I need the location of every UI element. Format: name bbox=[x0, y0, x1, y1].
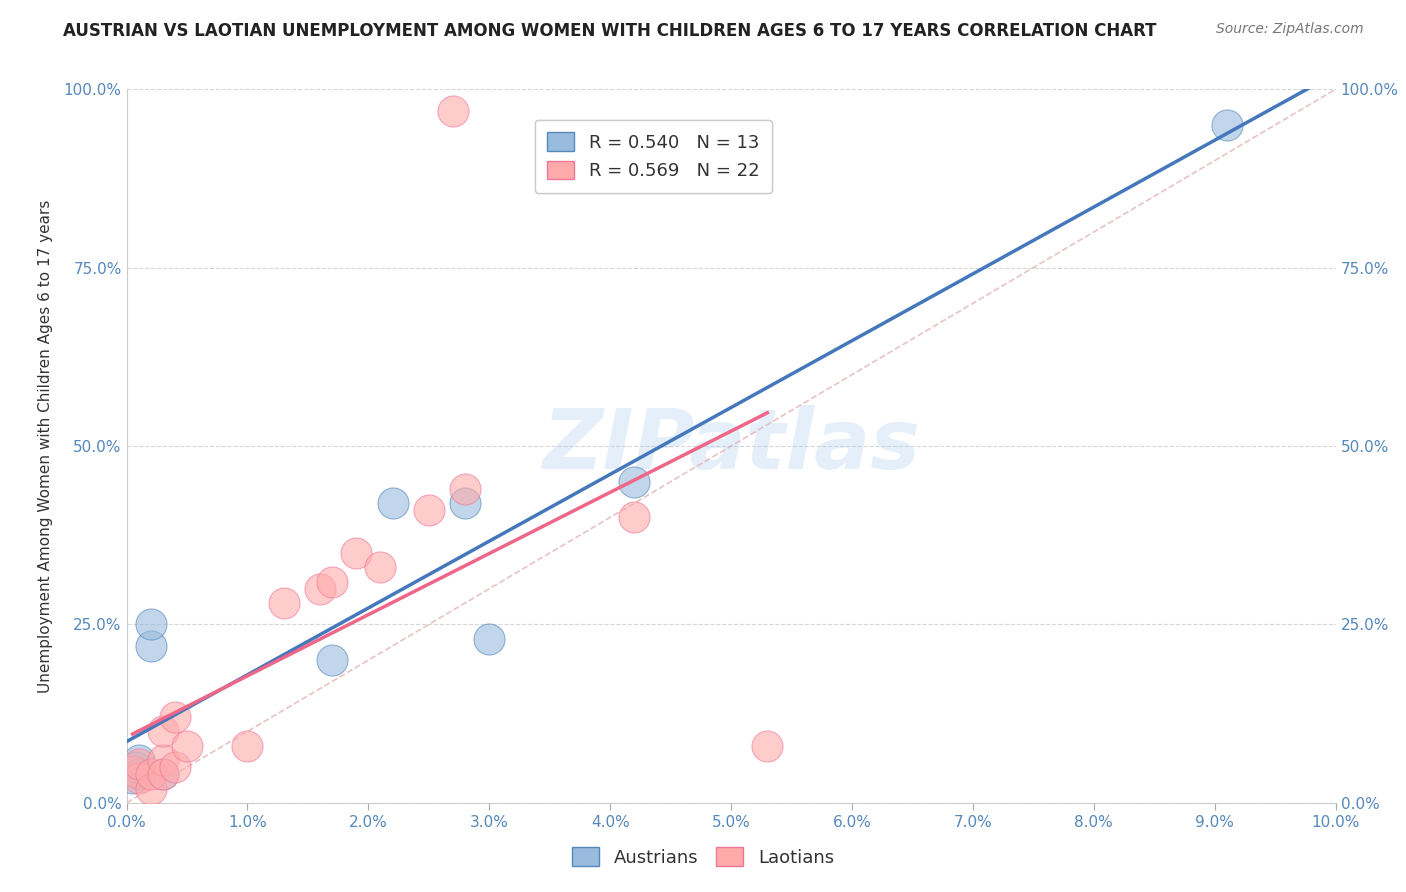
Point bbox=[125, 760, 148, 774]
Point bbox=[370, 560, 392, 574]
Y-axis label: Unemployment Among Women with Children Ages 6 to 17 years: Unemployment Among Women with Children A… bbox=[38, 199, 52, 693]
Point bbox=[139, 767, 162, 781]
Point bbox=[152, 753, 174, 767]
Point bbox=[139, 639, 162, 653]
Point bbox=[478, 632, 501, 646]
Point bbox=[163, 760, 186, 774]
Legend: Austrians, Laotians: Austrians, Laotians bbox=[565, 840, 841, 874]
Point bbox=[128, 771, 150, 785]
Text: ZIPatlas: ZIPatlas bbox=[543, 406, 920, 486]
Legend: R = 0.540   N = 13, R = 0.569   N = 22: R = 0.540 N = 13, R = 0.569 N = 22 bbox=[534, 120, 772, 193]
Point bbox=[128, 753, 150, 767]
Point bbox=[441, 103, 464, 118]
Text: AUSTRIAN VS LAOTIAN UNEMPLOYMENT AMONG WOMEN WITH CHILDREN AGES 6 TO 17 YEARS CO: AUSTRIAN VS LAOTIAN UNEMPLOYMENT AMONG W… bbox=[63, 22, 1157, 40]
Point bbox=[152, 767, 174, 781]
Point bbox=[623, 510, 645, 524]
Point bbox=[309, 582, 332, 596]
Point bbox=[1216, 118, 1239, 132]
Point bbox=[321, 574, 343, 589]
Point bbox=[381, 496, 404, 510]
Point bbox=[418, 503, 440, 517]
Point bbox=[121, 764, 143, 778]
Point bbox=[121, 771, 143, 785]
Point bbox=[756, 739, 779, 753]
Point bbox=[128, 756, 150, 771]
Point bbox=[152, 767, 174, 781]
Point bbox=[152, 724, 174, 739]
Point bbox=[163, 710, 186, 724]
Point bbox=[623, 475, 645, 489]
Point bbox=[176, 739, 198, 753]
Point bbox=[321, 653, 343, 667]
Point bbox=[454, 482, 477, 496]
Point bbox=[273, 596, 295, 610]
Point bbox=[128, 767, 150, 781]
Text: Source: ZipAtlas.com: Source: ZipAtlas.com bbox=[1216, 22, 1364, 37]
Point bbox=[139, 781, 162, 796]
Point bbox=[344, 546, 367, 560]
Point bbox=[236, 739, 259, 753]
Point bbox=[139, 617, 162, 632]
Point bbox=[454, 496, 477, 510]
